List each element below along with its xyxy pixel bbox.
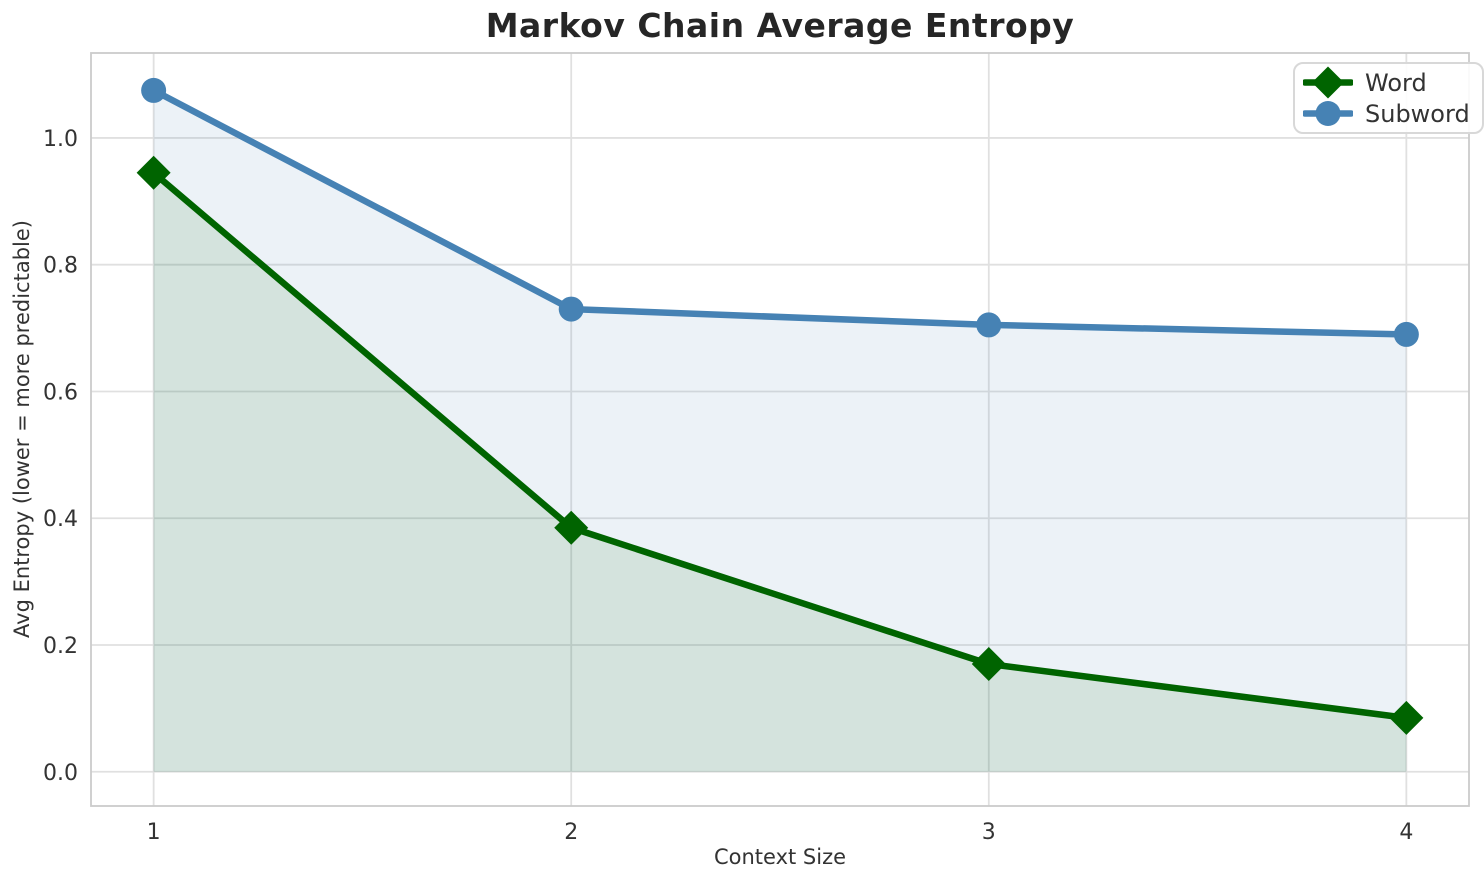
plot-border bbox=[90, 52, 1470, 807]
y-tick-label-0.6: 0.6 bbox=[43, 380, 78, 405]
diamond-marker-icon bbox=[1303, 66, 1353, 99]
marker-subword-x3 bbox=[976, 312, 1002, 338]
legend-label: Word bbox=[1365, 68, 1427, 97]
y-tick-label-0.2: 0.2 bbox=[43, 634, 78, 659]
marker-word-x1 bbox=[136, 155, 171, 190]
area-fill-subword bbox=[153, 90, 1407, 772]
chart-title: Markov Chain Average Entropy bbox=[485, 6, 1075, 45]
y-tick-label-0.4: 0.4 bbox=[43, 507, 78, 532]
x-tick-label-1: 1 bbox=[147, 820, 161, 845]
legend-item-word: Word bbox=[1303, 66, 1470, 99]
x-axis-label: Context Size bbox=[713, 845, 847, 869]
x-tick-label-3: 3 bbox=[982, 820, 996, 845]
circle-marker-icon bbox=[1303, 101, 1353, 126]
line-subword bbox=[150, 87, 1410, 338]
y-axis-label: Avg Entropy (lower = more predictable) bbox=[10, 220, 34, 638]
marker-subword-x4 bbox=[1393, 321, 1419, 347]
y-tick-label-0.0: 0.0 bbox=[43, 761, 78, 786]
x-tick-label-2: 2 bbox=[564, 820, 578, 845]
legend: Word Subword bbox=[1293, 62, 1484, 134]
marker-word-x3 bbox=[971, 647, 1006, 682]
marker-word-x4 bbox=[1389, 700, 1424, 735]
x-tick-label-4: 4 bbox=[1399, 820, 1413, 845]
line-word bbox=[150, 169, 1410, 722]
marker-word-x2 bbox=[554, 510, 589, 545]
area-fill-word bbox=[153, 172, 1407, 772]
y-tick-label-1.0: 1.0 bbox=[43, 127, 78, 152]
legend-label: Subword bbox=[1365, 99, 1470, 128]
marker-subword-x2 bbox=[558, 296, 584, 322]
y-tick-label-0.8: 0.8 bbox=[43, 254, 78, 279]
legend-item-subword: Subword bbox=[1303, 98, 1470, 129]
marker-subword-x1 bbox=[141, 77, 167, 103]
